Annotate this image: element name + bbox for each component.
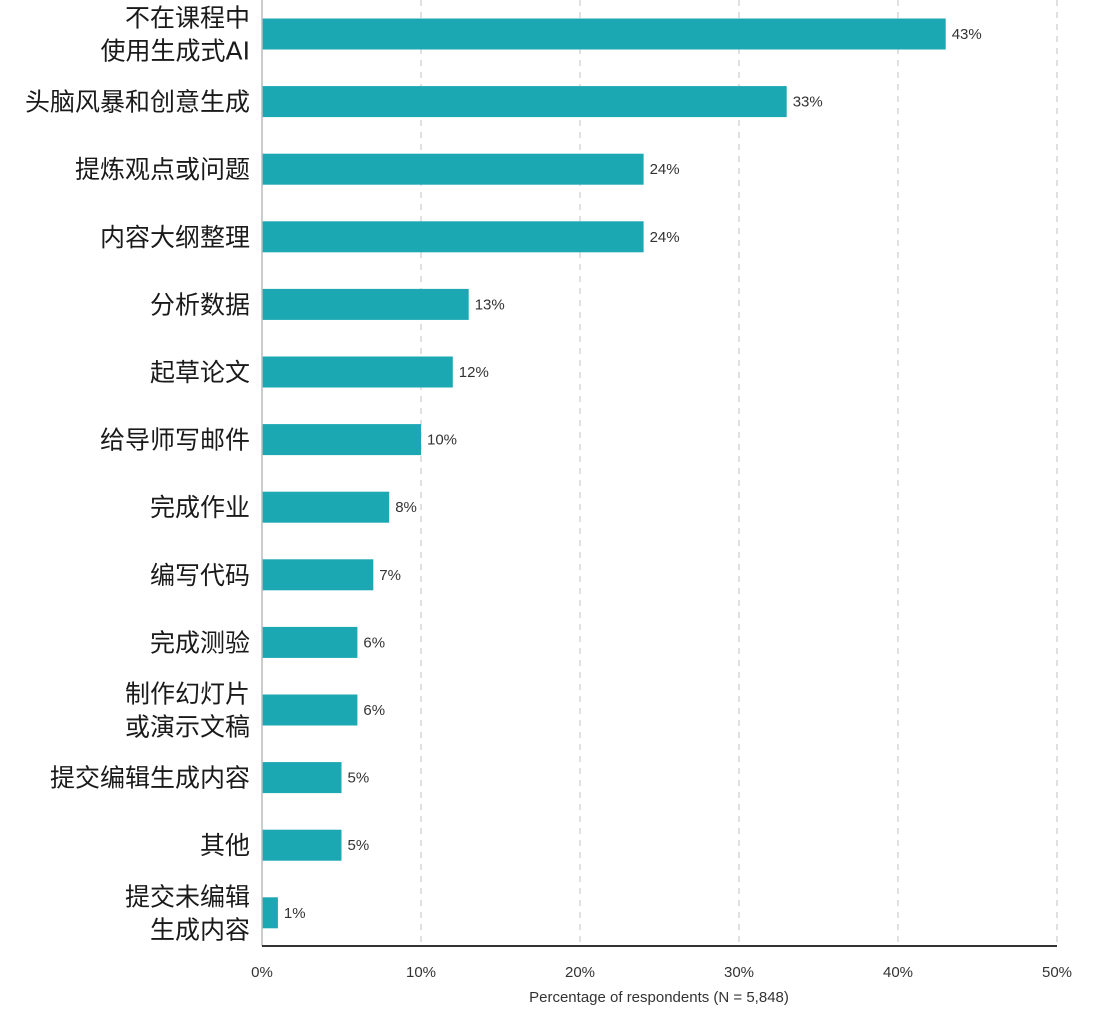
bar-4 xyxy=(262,288,469,320)
category-label-9: 完成测验 xyxy=(150,628,250,657)
x-tick-label-40: 40% xyxy=(883,964,913,981)
category-label-2: 提炼观点或问题 xyxy=(75,155,250,184)
bar-0 xyxy=(262,18,946,50)
x-tick-label-0: 0% xyxy=(251,964,273,981)
category-label-5: 起草论文 xyxy=(150,358,250,387)
category-label-13-line-1: 生成内容 xyxy=(150,915,250,944)
value-label-11: 5% xyxy=(348,770,370,787)
bar-11 xyxy=(262,762,342,794)
value-label-7: 8% xyxy=(395,499,417,516)
value-label-12: 5% xyxy=(348,837,370,854)
x-tick-label-50: 50% xyxy=(1042,964,1072,981)
category-label-12: 其他 xyxy=(200,831,250,860)
category-label-4: 分析数据 xyxy=(150,290,250,319)
value-label-4: 13% xyxy=(475,296,505,313)
bar-13 xyxy=(262,897,278,929)
bar-7 xyxy=(262,491,390,523)
value-labels: 43% 33% 24% 24% 13% 12% 10% 8% 7% 6% 6% 5% 5% 1% xyxy=(284,26,982,922)
bar-12 xyxy=(262,829,342,861)
x-axis-title: Percentage of respondents (N = 5,848) xyxy=(529,989,789,1006)
category-label-10-line-1: 或演示文稿 xyxy=(125,713,250,742)
value-label-6: 10% xyxy=(427,432,457,449)
category-label-10-line-0: 制作幻灯片 xyxy=(125,680,250,709)
category-label-0-line-1: 使用生成式AI xyxy=(101,37,250,66)
x-tick-label-30: 30% xyxy=(724,964,754,981)
bar-2 xyxy=(262,153,644,185)
x-tick-label-20: 20% xyxy=(565,964,595,981)
bar-6 xyxy=(262,424,421,456)
bar-1 xyxy=(262,86,787,118)
category-label-1: 头脑风暴和创意生成 xyxy=(25,88,250,117)
value-label-1: 33% xyxy=(793,94,823,111)
category-label-13-line-0: 提交未编辑 xyxy=(125,882,250,911)
value-label-3: 24% xyxy=(650,229,680,246)
bar-8 xyxy=(262,559,374,591)
category-label-3: 内容大纲整理 xyxy=(100,223,250,252)
category-label-11: 提交编辑生成内容 xyxy=(50,764,250,793)
category-label-7: 完成作业 xyxy=(150,493,250,522)
value-label-5: 12% xyxy=(459,364,489,381)
value-label-9: 6% xyxy=(363,634,385,651)
x-axis: 0% 10% 20% 30% 40% 50% xyxy=(251,0,1072,981)
bar-10 xyxy=(262,694,358,726)
bars xyxy=(262,18,946,929)
value-label-2: 24% xyxy=(650,161,680,178)
value-label-0: 43% xyxy=(952,26,982,43)
bar-3 xyxy=(262,221,644,253)
value-label-13: 1% xyxy=(284,905,306,922)
category-label-6: 给导师写邮件 xyxy=(100,426,250,455)
category-label-8: 编写代码 xyxy=(150,561,250,590)
x-tick-label-10: 10% xyxy=(406,964,436,981)
value-label-8: 7% xyxy=(379,567,401,584)
bar-5 xyxy=(262,356,453,388)
category-label-0-line-0: 不在课程中 xyxy=(125,4,250,33)
gridlines xyxy=(420,0,1058,946)
bar-9 xyxy=(262,626,358,658)
value-label-10: 6% xyxy=(363,702,385,719)
